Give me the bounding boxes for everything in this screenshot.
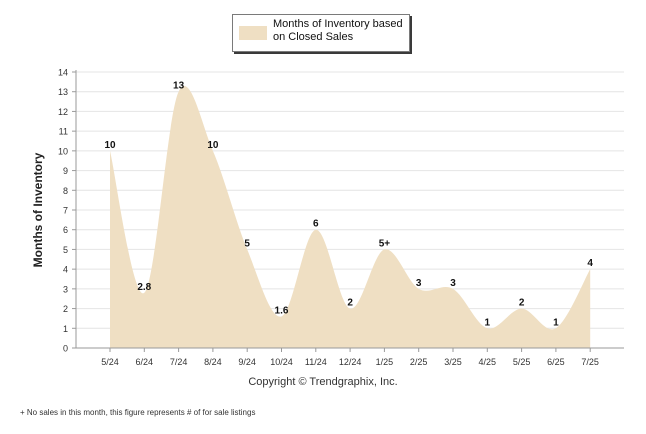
x-tick-label: 1/25: [376, 357, 394, 367]
y-tick-label: 10: [58, 146, 68, 156]
data-label: 3: [450, 278, 456, 289]
y-tick-label: 6: [63, 225, 68, 235]
x-tick-label: 2/25: [410, 357, 428, 367]
data-labels: 10 2.8 13 10 5 1.6 6 2 5+ 3 3 1 2 1 4: [104, 81, 593, 329]
data-label: 10: [207, 140, 219, 151]
x-tick-labels: 5/24 6/24 7/24 8/24 9/24 10/24 11/24 12/24 1/25 2…: [101, 357, 599, 367]
data-label: 13: [173, 81, 185, 92]
x-tick-label: 11/24: [305, 357, 327, 367]
data-label: 2: [519, 298, 525, 309]
y-tick-label: 9: [63, 166, 68, 176]
x-tick-label: 3/25: [444, 357, 462, 367]
x-tick-label: 5/24: [101, 357, 119, 367]
data-label: 3: [416, 278, 422, 289]
y-tick-label: 2: [63, 304, 68, 314]
legend-label: Months of Inventory based on Closed Sale…: [273, 18, 403, 43]
x-tick-label: 7/25: [581, 357, 599, 367]
x-tick-label: 10/24: [270, 357, 293, 367]
y-tick-label: 1: [63, 324, 68, 334]
data-label: 1.6: [275, 305, 289, 316]
y-tick-label: 8: [63, 186, 68, 196]
axes: [72, 70, 624, 352]
data-label: 5+: [379, 238, 391, 249]
x-tick-label: 6/25: [547, 357, 565, 367]
data-label: 1: [553, 317, 559, 328]
data-label: 10: [104, 140, 116, 151]
y-tick-label: 14: [58, 68, 68, 78]
data-label: 2.8: [137, 282, 151, 293]
data-label: 1: [485, 317, 491, 328]
y-tick-label: 3: [63, 284, 68, 294]
x-tick-label: 7/24: [170, 357, 188, 367]
footnote: + No sales in this month, this figure re…: [20, 408, 256, 417]
y-tick-label: 13: [58, 87, 68, 97]
data-label: 2: [347, 298, 353, 309]
data-label: 5: [244, 238, 250, 249]
x-tick-label: 5/25: [513, 357, 531, 367]
data-label: 4: [587, 258, 593, 269]
y-axis-title: Months of Inventory: [31, 152, 45, 267]
x-tick-label: 4/25: [479, 357, 497, 367]
area-series-fill: [110, 86, 591, 349]
y-tick-label: 11: [59, 127, 68, 137]
y-tick-label: 4: [63, 265, 68, 275]
data-label: 6: [313, 219, 319, 230]
x-tick-label: 6/24: [136, 357, 154, 367]
x-tick-label: 8/24: [204, 357, 222, 367]
x-tick-label: 9/24: [238, 357, 256, 367]
y-tick-label: 7: [63, 206, 68, 216]
area-series: [110, 86, 591, 349]
y-tick-label: 12: [58, 107, 68, 117]
x-tick-label: 12/24: [339, 357, 362, 367]
legend-swatch: [239, 26, 267, 40]
y-tick-label: 5: [63, 245, 68, 255]
legend: Months of Inventory based on Closed Sale…: [232, 14, 410, 52]
y-tick-label: 0: [63, 344, 68, 354]
copyright-text: Copyright © Trendgraphix, Inc.: [248, 376, 398, 388]
